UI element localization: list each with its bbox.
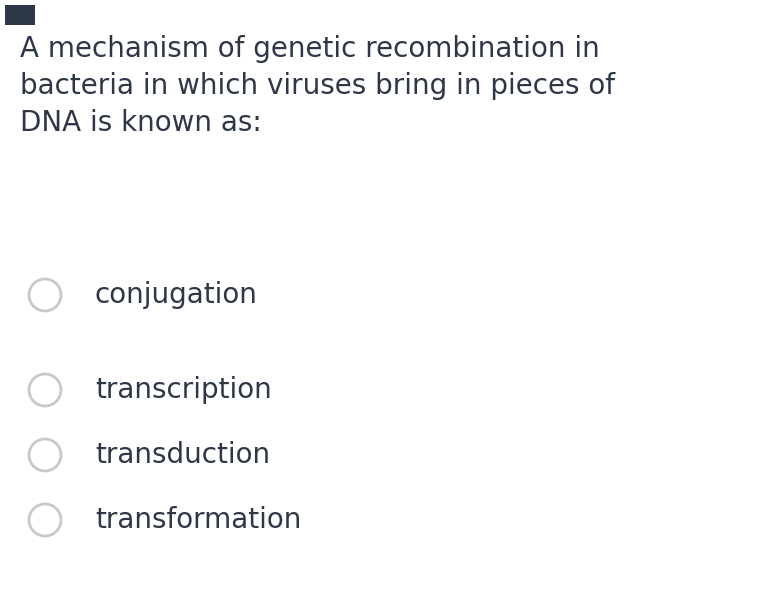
Text: transcription: transcription (95, 376, 272, 404)
Text: A mechanism of genetic recombination in
bacteria in which viruses bring in piece: A mechanism of genetic recombination in … (20, 35, 615, 137)
Circle shape (29, 279, 61, 311)
Bar (5, 5, 35, 25)
Circle shape (29, 374, 61, 406)
Circle shape (29, 504, 61, 536)
Text: conjugation: conjugation (95, 281, 258, 309)
Text: transduction: transduction (95, 441, 270, 469)
Text: transformation: transformation (95, 506, 301, 534)
Circle shape (29, 439, 61, 471)
